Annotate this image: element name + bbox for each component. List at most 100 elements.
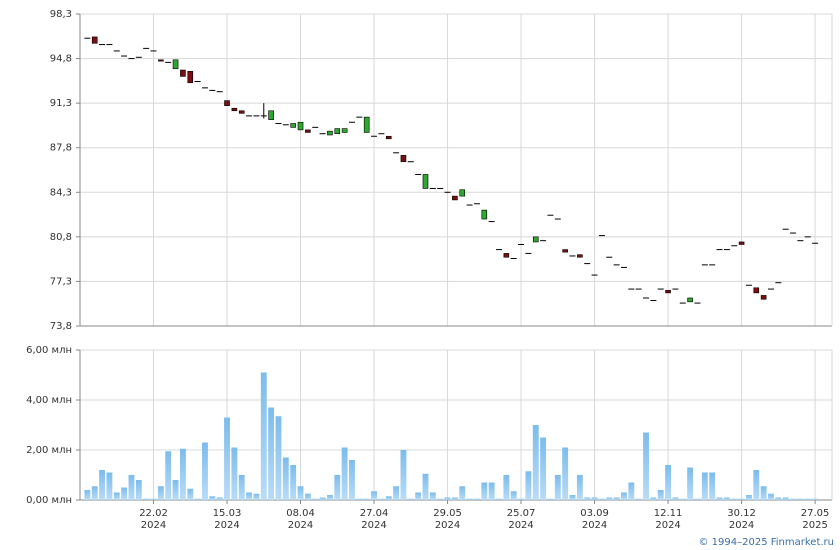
candle-body — [481, 209, 488, 220]
bar — [304, 493, 311, 500]
bar — [246, 492, 253, 500]
x-tick-label: 30.12 — [727, 508, 756, 519]
candle-body — [753, 287, 760, 294]
candle-body — [305, 129, 311, 133]
bar — [341, 447, 348, 500]
x-tick-year: 2024 — [582, 520, 607, 531]
candle-body — [687, 297, 693, 303]
x-tick-label: 15.03 — [213, 508, 242, 519]
bar — [172, 480, 179, 500]
x-tick-label: 22.02 — [139, 508, 168, 519]
candle-body — [738, 241, 745, 245]
bar — [282, 457, 289, 500]
bar — [231, 447, 238, 500]
y-tick-label: 0,00 млн — [26, 495, 72, 506]
bar — [518, 498, 524, 500]
bar — [569, 495, 576, 500]
candle-body — [91, 36, 98, 44]
x-tick-year: 2024 — [729, 520, 754, 531]
bar — [407, 498, 414, 500]
bar — [687, 467, 694, 500]
bar — [621, 492, 627, 500]
y-tick-label: 94,8 — [50, 54, 72, 65]
bar — [437, 498, 444, 500]
bar — [319, 497, 326, 500]
bar — [297, 486, 304, 500]
candle-body — [577, 254, 583, 258]
bar — [326, 495, 333, 500]
bar — [106, 472, 113, 500]
bar — [415, 492, 422, 500]
bar — [466, 498, 473, 500]
bar — [790, 498, 796, 500]
bar — [496, 498, 502, 500]
bar — [290, 465, 297, 500]
footer: © 1994–2025 Finmarket.ru — [698, 537, 834, 548]
x-tick-label: 12.11 — [654, 508, 683, 519]
bar — [584, 497, 591, 500]
candle-body — [231, 107, 238, 112]
bar — [150, 498, 157, 500]
bar — [532, 425, 539, 500]
bar — [804, 498, 811, 500]
bar — [782, 497, 789, 500]
bar — [753, 470, 760, 500]
y-tick-label: 80,8 — [50, 232, 72, 243]
y-tick-label: 2,00 млн — [26, 445, 72, 456]
bar — [554, 475, 561, 500]
candle-body — [290, 123, 296, 128]
bar — [760, 486, 767, 500]
bar — [135, 480, 142, 500]
bar — [238, 475, 245, 500]
bar — [253, 493, 260, 500]
bar — [385, 496, 392, 500]
bar — [194, 498, 201, 500]
candle-body — [187, 71, 194, 84]
bar — [429, 492, 436, 500]
candle-body — [238, 110, 245, 114]
bar — [451, 497, 458, 500]
bar — [650, 497, 657, 500]
bar — [701, 472, 708, 500]
bar — [812, 498, 819, 500]
x-tick-label: 29.05 — [433, 508, 462, 519]
bar — [422, 473, 429, 500]
bar — [591, 497, 598, 500]
candle-body — [452, 195, 458, 201]
x-tick-year: 2024 — [361, 520, 386, 531]
bar — [606, 497, 613, 500]
y-tick-label: 91,3 — [50, 98, 72, 109]
bar — [224, 417, 230, 500]
candle-body — [422, 174, 429, 189]
candle-body — [562, 249, 568, 253]
bar — [745, 495, 752, 500]
candle-body — [158, 59, 164, 62]
x-tick-year: 2024 — [141, 520, 166, 531]
bar — [562, 447, 569, 500]
candle-body — [224, 100, 230, 106]
candle-body — [503, 253, 510, 258]
bar — [91, 486, 98, 500]
bar — [459, 486, 466, 500]
bar — [474, 498, 480, 500]
x-tick-year: 2024 — [508, 520, 533, 531]
candle-body — [400, 155, 407, 163]
bar — [628, 482, 635, 500]
bar — [312, 498, 319, 500]
bar — [547, 498, 554, 500]
bar — [738, 498, 745, 500]
y-tick-label: 6,00 млн — [26, 345, 72, 356]
bar — [157, 486, 164, 500]
bar — [209, 496, 216, 500]
bar — [143, 498, 150, 500]
bar — [709, 472, 716, 500]
bar — [510, 491, 517, 500]
bar — [179, 448, 186, 500]
bar — [525, 471, 532, 500]
bar — [613, 497, 620, 500]
x-tick-year: 2025 — [802, 520, 827, 531]
bar — [187, 488, 194, 500]
candle-body — [760, 295, 767, 300]
bar — [128, 475, 135, 500]
